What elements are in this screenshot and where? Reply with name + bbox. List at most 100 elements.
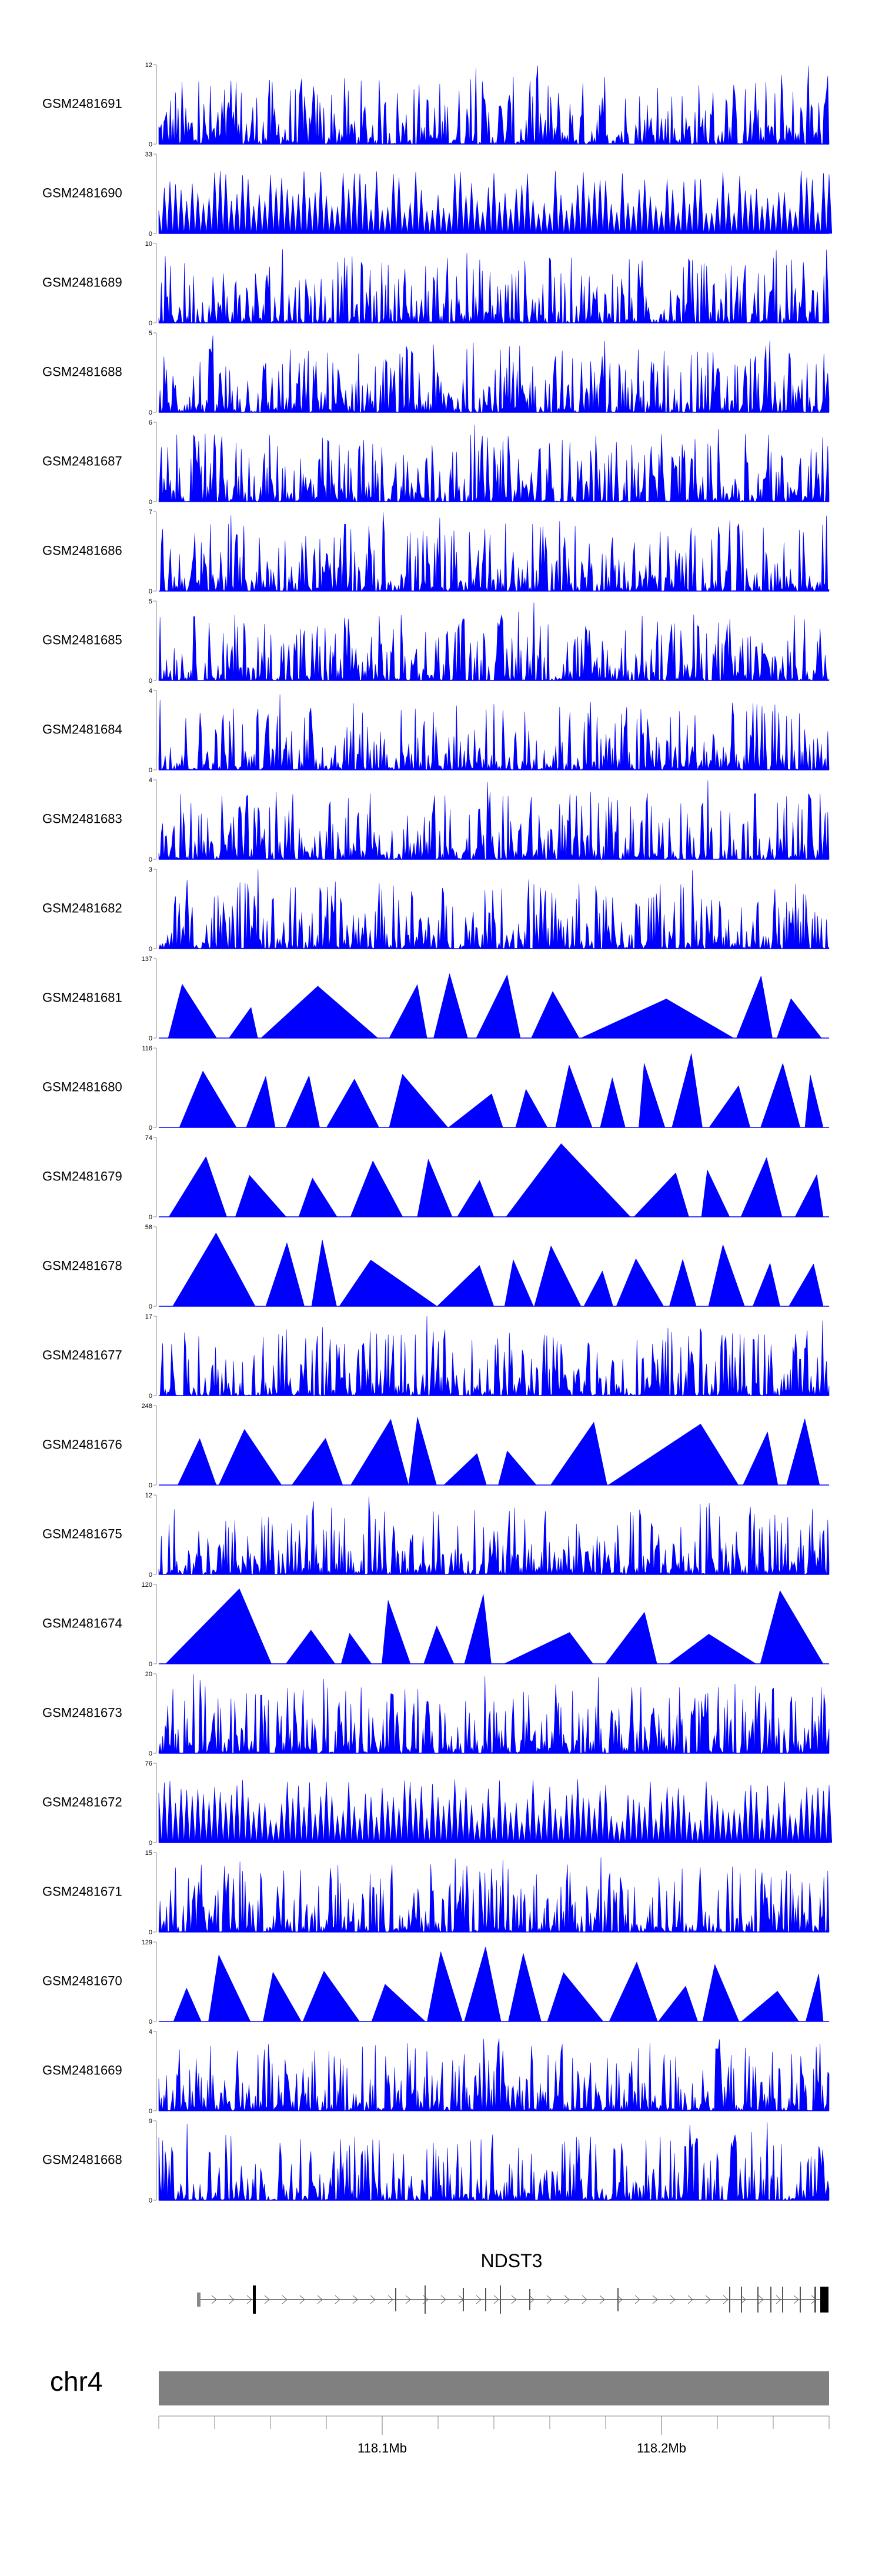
track-GSM2481689: GSM2481689 10 0: [42, 241, 830, 327]
y-tick-label-max: 137: [142, 956, 152, 963]
chromosome-label: chr4: [50, 2366, 102, 2397]
y-tick-label-min: 0: [149, 141, 152, 148]
x-tick-label: 118.2Mb: [637, 2441, 686, 2455]
strand-arrow: [211, 2295, 217, 2304]
track-label: GSM2481683: [42, 812, 122, 826]
chromosome-ideogram: chr4 118.1Mb 118.2Mb: [50, 2366, 830, 2455]
strand-arrow: [335, 2295, 340, 2304]
y-tick-label-max: 33: [145, 151, 152, 158]
y-tick-label-min: 0: [149, 1035, 152, 1042]
track-GSM2481676: GSM2481676 248 0: [42, 1403, 830, 1489]
exon: [500, 2285, 501, 2314]
coverage-area: [158, 1947, 830, 2022]
coverage-area: [158, 171, 833, 234]
track-GSM2481673: GSM2481673 20 0: [42, 1671, 830, 1757]
y-tick-label-max: 17: [145, 1313, 152, 1320]
track-label: GSM2481689: [42, 275, 122, 290]
track-label: GSM2481691: [42, 96, 122, 111]
exon: [729, 2287, 730, 2313]
strand-arrow: [582, 2295, 587, 2304]
gene-label: NDST3: [481, 2250, 543, 2271]
exon: [820, 2287, 828, 2313]
y-tick-label-max: 15: [145, 1850, 152, 1857]
y-tick-label-max: 7: [149, 509, 152, 516]
track-label: GSM2481676: [42, 1437, 122, 1452]
gene-track: NDST3: [197, 2250, 828, 2314]
y-tick-label-max: 76: [145, 1760, 152, 1767]
y-tick-label-max: 248: [142, 1403, 152, 1410]
coverage-area: [158, 1417, 830, 1486]
y-tick-label-min: 0: [149, 1303, 152, 1310]
track-label: GSM2481686: [42, 543, 122, 558]
strand-arrow: [317, 2295, 323, 2304]
y-tick-label-max: 9: [149, 2118, 152, 2125]
strand-arrow: [493, 2295, 499, 2304]
track-GSM2481674: GSM2481674 120 0: [42, 1581, 830, 1668]
strand-arrow: [352, 2295, 358, 2304]
strand-arrow: [299, 2295, 305, 2304]
y-tick-label-min: 0: [149, 767, 152, 774]
y-tick-label-min: 0: [149, 1393, 152, 1400]
coverage-area: [158, 780, 830, 860]
y-tick-label-max: 5: [149, 330, 152, 337]
y-tick-label-max: 116: [142, 1045, 152, 1052]
y-tick-label-min: 0: [149, 2197, 152, 2204]
track-label: GSM2481680: [42, 1080, 122, 1095]
exon: [529, 2289, 530, 2310]
track-label: GSM2481669: [42, 2063, 122, 2078]
coverage-area: [158, 869, 830, 949]
y-tick-label-min: 0: [149, 1571, 152, 1579]
strand-arrow: [793, 2295, 799, 2304]
track-GSM2481683: GSM2481683 4 0: [42, 777, 830, 863]
y-tick-label-max: 74: [145, 1134, 152, 1142]
track-label: GSM2481679: [42, 1169, 122, 1184]
y-tick-label-max: 4: [149, 688, 152, 695]
track-GSM2481682: GSM2481682 3 0: [42, 866, 830, 953]
coverage-area: [158, 694, 830, 770]
y-tick-label-min: 0: [149, 588, 152, 595]
track-label: GSM2481674: [42, 1616, 122, 1631]
track-label: GSM2481685: [42, 633, 122, 648]
track-GSM2481690: GSM2481690 33 0: [42, 151, 833, 238]
strand-arrow: [370, 2295, 376, 2304]
track-GSM2481668: GSM2481668 9 0: [42, 2118, 830, 2204]
strand-arrow: [723, 2295, 729, 2304]
strand-arrow: [758, 2295, 764, 2304]
coverage-area: [158, 973, 830, 1039]
track-label: GSM2481684: [42, 722, 122, 737]
strand-arrow: [670, 2295, 676, 2304]
exon: [463, 2288, 464, 2311]
y-tick-label-min: 0: [149, 1750, 152, 1757]
coverage-area: [158, 1233, 830, 1307]
track-label: GSM2481675: [42, 1527, 122, 1541]
y-tick-label-min: 0: [149, 1125, 152, 1132]
y-tick-label-min: 0: [149, 231, 152, 238]
y-tick-label-max: 4: [149, 2028, 152, 2036]
track-GSM2481686: GSM2481686 7 0: [42, 509, 830, 595]
track-GSM2481669: GSM2481669 4 0: [42, 2028, 830, 2115]
track-label: GSM2481670: [42, 1974, 122, 1988]
strand-arrow: [511, 2295, 517, 2304]
y-tick-label-min: 0: [149, 1661, 152, 1668]
strand-arrow: [634, 2295, 640, 2304]
y-tick-label-max: 20: [145, 1671, 152, 1678]
y-tick-label-max: 58: [145, 1224, 152, 1231]
coverage-area: [158, 1053, 830, 1128]
track-GSM2481675: GSM2481675 12 0: [42, 1492, 830, 1579]
chromosome-band: [159, 2371, 829, 2405]
track-GSM2481691: GSM2481691 12 0: [42, 62, 830, 148]
y-tick-label-min: 0: [149, 499, 152, 506]
strand-arrow: [705, 2295, 711, 2304]
exon: [395, 2288, 396, 2311]
coverage-area: [158, 1496, 830, 1575]
y-tick-label-min: 0: [149, 1840, 152, 1847]
track-label: GSM2481668: [42, 2153, 122, 2167]
coverage-area: [158, 1316, 830, 1396]
coverage-area: [158, 2122, 830, 2201]
y-tick-label-min: 0: [149, 2108, 152, 2115]
track-label: GSM2481682: [42, 901, 122, 916]
strand-arrow: [264, 2295, 270, 2304]
track-GSM2481680: GSM2481680 116 0: [42, 1045, 830, 1132]
y-tick-label-min: 0: [149, 409, 152, 416]
